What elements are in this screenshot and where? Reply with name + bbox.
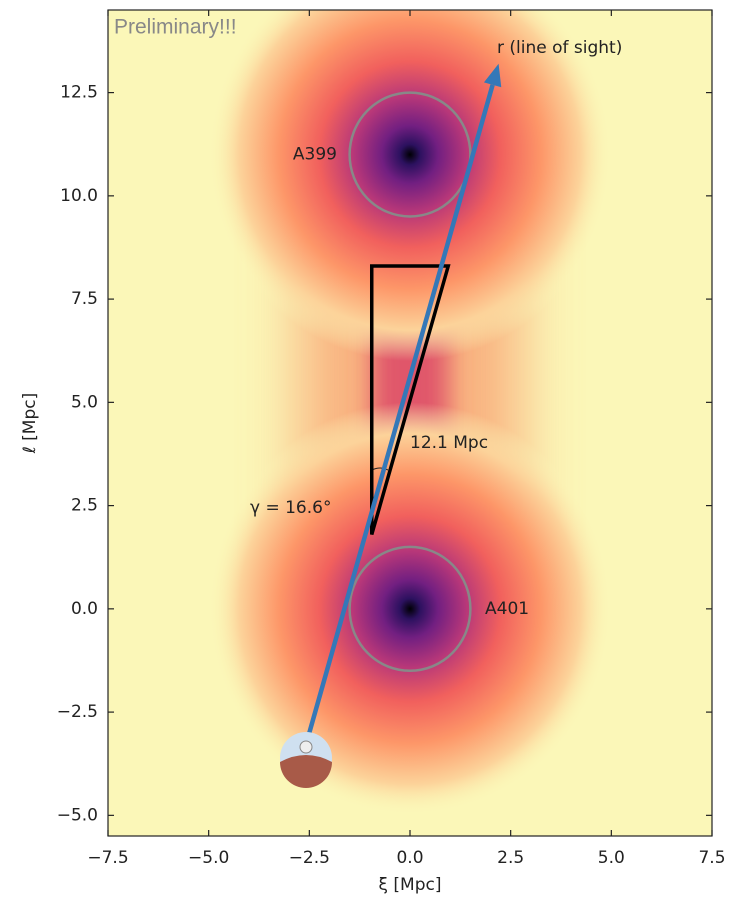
aperture-circle xyxy=(348,91,472,218)
cluster-density xyxy=(208,10,612,361)
y-tick-label: −2.5 xyxy=(57,702,98,722)
cluster-label: A399 xyxy=(293,145,337,165)
line-of-sight xyxy=(307,84,495,734)
y-tick-label: 0.0 xyxy=(71,599,98,619)
angle-label: γ = 16.6° xyxy=(250,498,331,518)
y-tick-label: 5.0 xyxy=(71,392,98,412)
y-tick-label: −5.0 xyxy=(57,805,98,825)
x-tick-label: 5.0 xyxy=(598,848,625,868)
observer-icon xyxy=(280,732,332,788)
aperture-circle xyxy=(348,545,472,673)
x-axis-label: ξ [Mpc] xyxy=(379,875,442,895)
x-tick-label: 0.0 xyxy=(396,848,423,868)
distance-label: 12.1 Mpc xyxy=(410,433,488,453)
cluster-label: A401 xyxy=(485,599,529,619)
chart-title: Preliminary!!! xyxy=(114,16,237,39)
x-tick-label: −2.5 xyxy=(289,848,330,868)
triangle xyxy=(369,264,451,535)
x-tick-label: 2.5 xyxy=(497,848,524,868)
x-tick-label: 7.5 xyxy=(698,848,725,868)
y-axis-label: ℓ [Mpc] xyxy=(20,393,40,455)
line-of-sight-label: r (line of sight) xyxy=(497,38,622,58)
x-tick-label: −5.0 xyxy=(188,848,229,868)
arrow-head xyxy=(483,63,502,88)
cluster-density xyxy=(208,402,612,816)
y-tick-label: 2.5 xyxy=(71,496,98,516)
y-tick-label: 12.5 xyxy=(60,83,98,103)
x-tick-label: −7.5 xyxy=(87,848,128,868)
y-tick-label: 10.0 xyxy=(60,186,98,206)
y-tick-label: 7.5 xyxy=(71,289,98,309)
